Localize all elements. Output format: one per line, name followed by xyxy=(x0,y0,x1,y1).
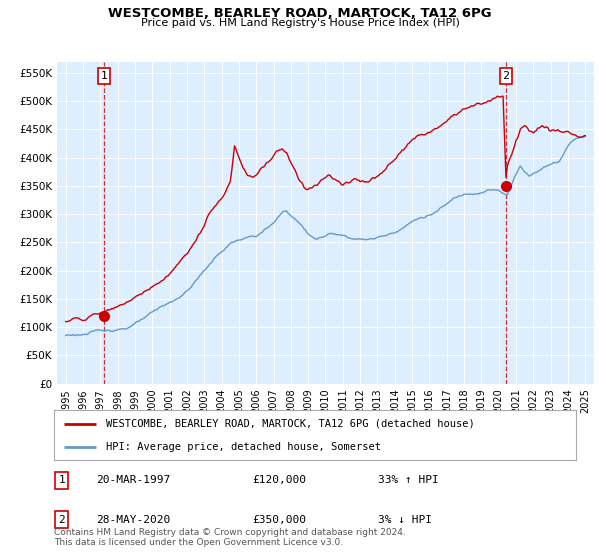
Text: 3% ↓ HPI: 3% ↓ HPI xyxy=(377,515,431,525)
Text: 1: 1 xyxy=(58,475,65,486)
Text: £120,000: £120,000 xyxy=(253,475,307,486)
Text: HPI: Average price, detached house, Somerset: HPI: Average price, detached house, Some… xyxy=(106,441,381,451)
Text: WESTCOMBE, BEARLEY ROAD, MARTOCK, TA12 6PG (detached house): WESTCOMBE, BEARLEY ROAD, MARTOCK, TA12 6… xyxy=(106,418,475,428)
Text: Price paid vs. HM Land Registry's House Price Index (HPI): Price paid vs. HM Land Registry's House … xyxy=(140,18,460,28)
Text: 2: 2 xyxy=(58,515,65,525)
Text: 1: 1 xyxy=(100,71,107,81)
Text: 2: 2 xyxy=(502,71,509,81)
Text: Contains HM Land Registry data © Crown copyright and database right 2024.
This d: Contains HM Land Registry data © Crown c… xyxy=(54,528,406,547)
Text: 28-MAY-2020: 28-MAY-2020 xyxy=(96,515,170,525)
Text: 33% ↑ HPI: 33% ↑ HPI xyxy=(377,475,439,486)
Text: WESTCOMBE, BEARLEY ROAD, MARTOCK, TA12 6PG: WESTCOMBE, BEARLEY ROAD, MARTOCK, TA12 6… xyxy=(108,7,492,20)
Text: 20-MAR-1997: 20-MAR-1997 xyxy=(96,475,170,486)
Text: £350,000: £350,000 xyxy=(253,515,307,525)
